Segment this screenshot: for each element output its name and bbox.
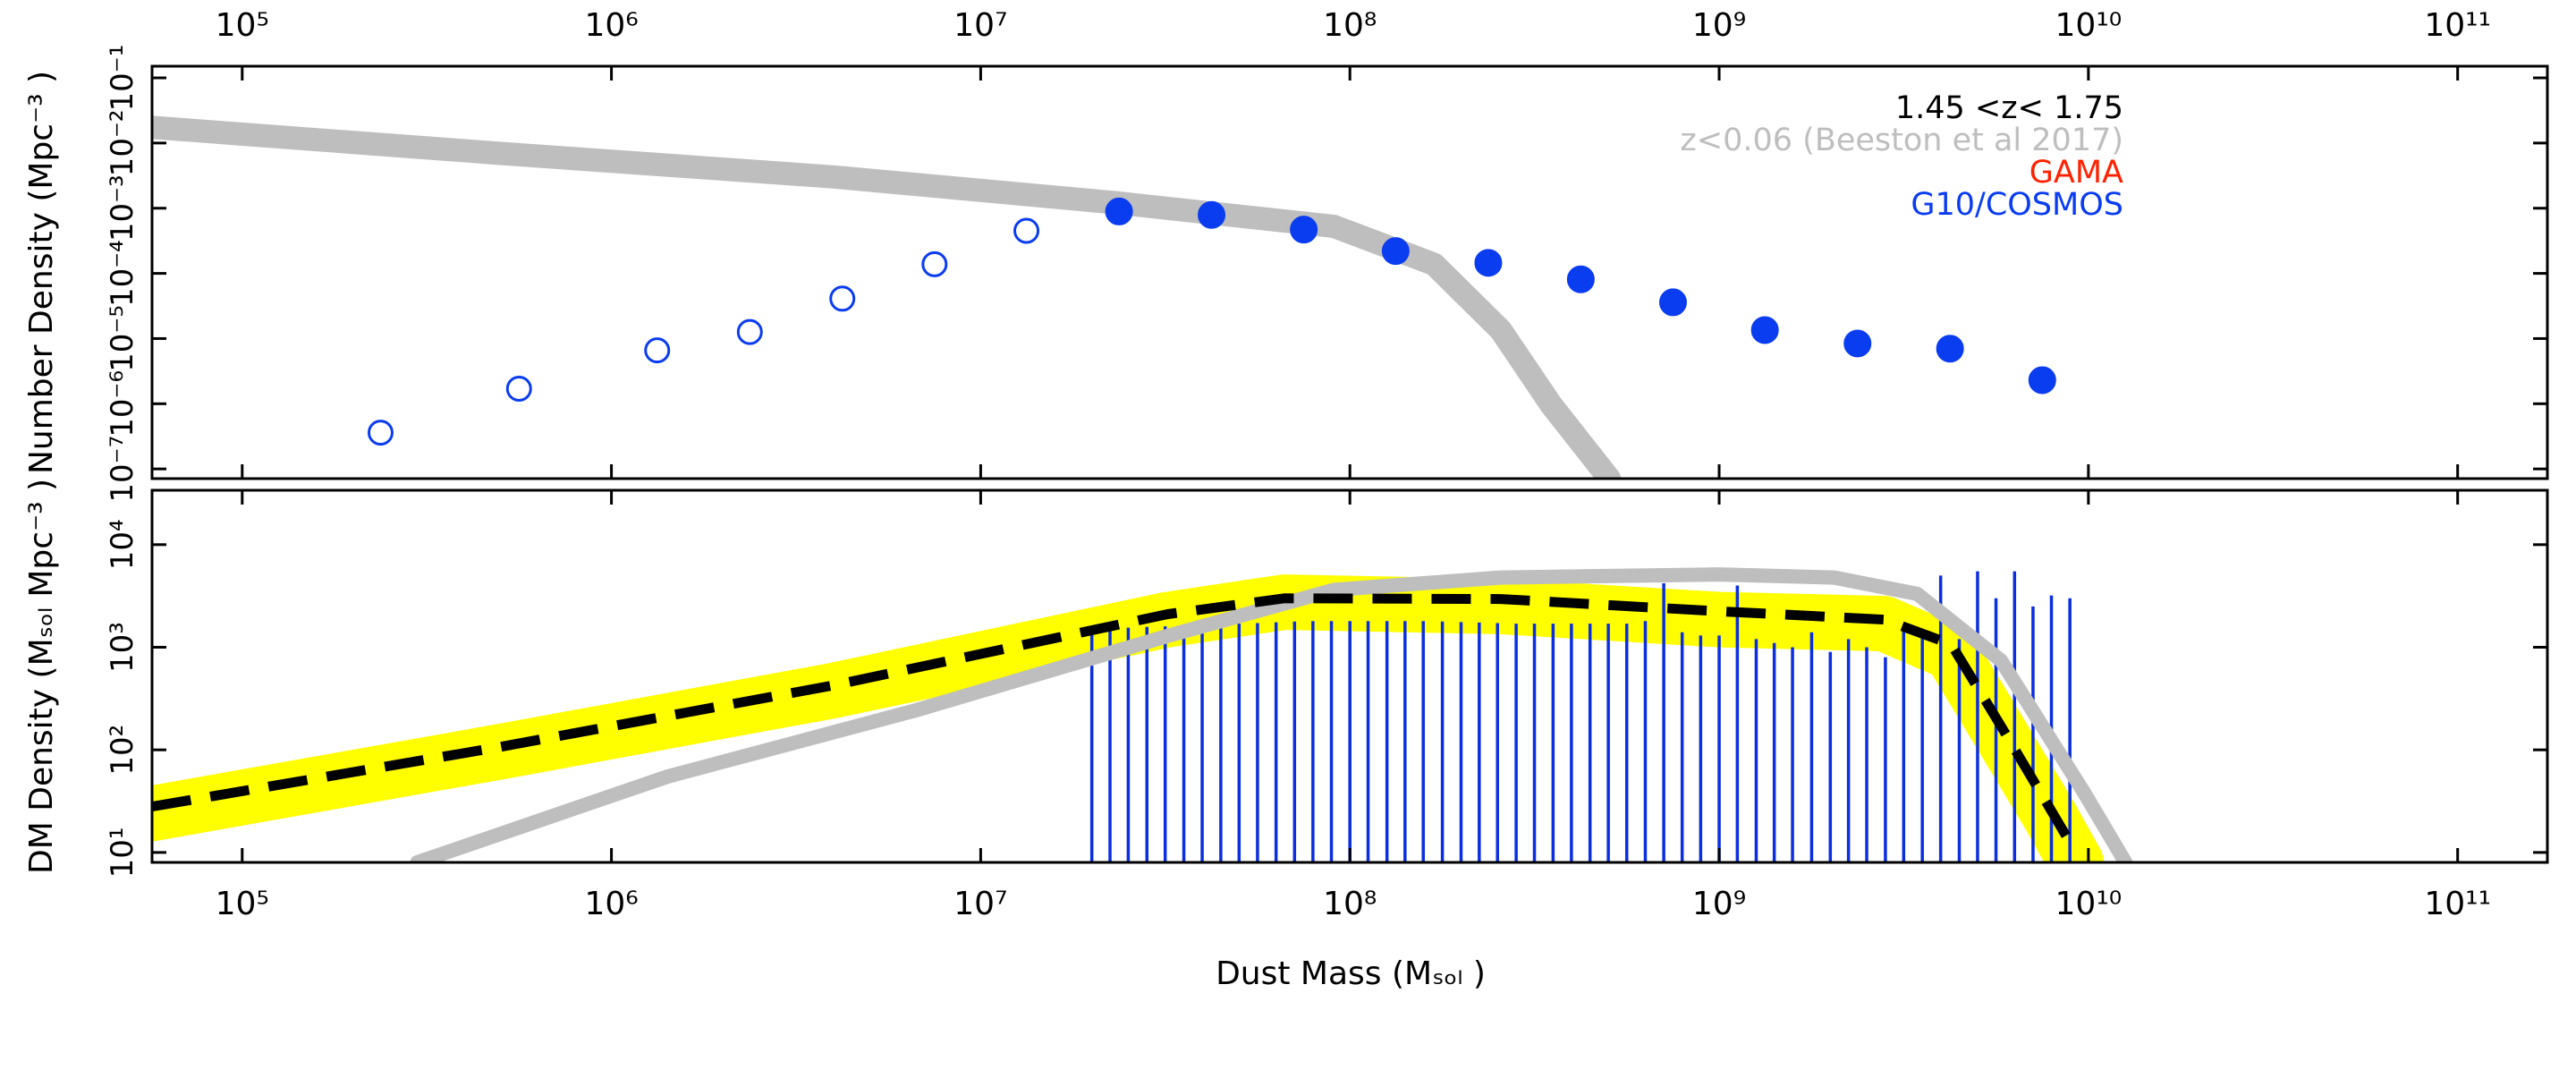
y-axis-label: DM Density (Mₛₒₗ Mpc⁻³ ) <box>23 479 60 874</box>
x-tick-label: 10⁵ <box>216 7 269 44</box>
x-tick-label: 10⁹ <box>1692 886 1746 922</box>
x-tick-label: 10⁵ <box>216 886 269 922</box>
data-point <box>736 318 763 345</box>
x-tick-label: 10⁶ <box>584 886 638 922</box>
data-point <box>1290 216 1318 244</box>
plot-area <box>152 115 2056 479</box>
data-point <box>1566 265 1595 293</box>
data-point <box>829 285 856 312</box>
x-tick-label: 10¹⁰ <box>2055 7 2123 44</box>
data-point <box>1198 200 1226 229</box>
x-tick-label: 10⁹ <box>1692 7 1746 44</box>
data-point <box>1013 217 1040 244</box>
plot-area <box>152 567 2133 862</box>
x-tick-label: 10¹⁰ <box>2055 886 2123 922</box>
y-tick-label: 10⁻² <box>105 109 140 176</box>
data-point <box>1936 335 1964 363</box>
data-point <box>2028 366 2056 395</box>
y-tick-label: 10⁻⁴ <box>105 240 140 307</box>
x-tick-label: 10¹¹ <box>2424 7 2491 44</box>
data-point <box>1474 249 1503 277</box>
data-point <box>1105 197 1133 225</box>
y-tick-label: 10⁻⁶ <box>105 370 140 437</box>
data-point <box>921 250 948 277</box>
data-point <box>644 337 671 364</box>
band-line <box>410 567 2133 862</box>
x-tick-label: 10¹¹ <box>2424 886 2491 922</box>
data-point <box>1750 316 1779 344</box>
data-point <box>1658 288 1687 317</box>
y-tick-label: 10² <box>105 725 140 776</box>
y-axis-label: Number Density (Mpc⁻³ ) <box>23 71 60 474</box>
data-point <box>1381 237 1410 266</box>
legend-entry: G10/COSMOS <box>1911 187 2123 223</box>
data-point <box>367 420 394 446</box>
band-line <box>152 115 1622 479</box>
plot-frame <box>150 64 2549 480</box>
y-tick-label: 10⁻⁵ <box>105 305 140 372</box>
x-tick-label: 10⁸ <box>1323 7 1377 44</box>
x-tick-label: 10⁷ <box>953 7 1007 44</box>
x-axis-label: Dust Mass (Mₛₒₗ ) <box>1216 955 1486 992</box>
y-tick-label: 10⁻¹ <box>105 45 140 112</box>
y-tick-label: 10¹ <box>105 827 140 878</box>
x-tick-label: 10⁷ <box>953 886 1007 922</box>
y-tick-label: 10⁴ <box>105 519 140 570</box>
x-tick-label: 10⁸ <box>1323 886 1377 922</box>
data-point <box>505 376 532 403</box>
legend-entry: 1.45 <z< 1.75 <box>1895 90 2123 126</box>
y-tick-label: 10³ <box>105 622 140 673</box>
legend-entry: GAMA <box>2029 155 2123 191</box>
y-tick-label: 10⁻⁷ <box>105 436 140 503</box>
data-point <box>1843 329 1872 358</box>
band-line <box>152 574 2104 862</box>
legend-entry: z<0.06 (Beeston et al 2017) <box>1680 123 2123 158</box>
y-tick-label: 10⁻³ <box>105 174 140 242</box>
dashed-line <box>152 593 2080 855</box>
x-tick-label: 10⁶ <box>584 7 638 44</box>
